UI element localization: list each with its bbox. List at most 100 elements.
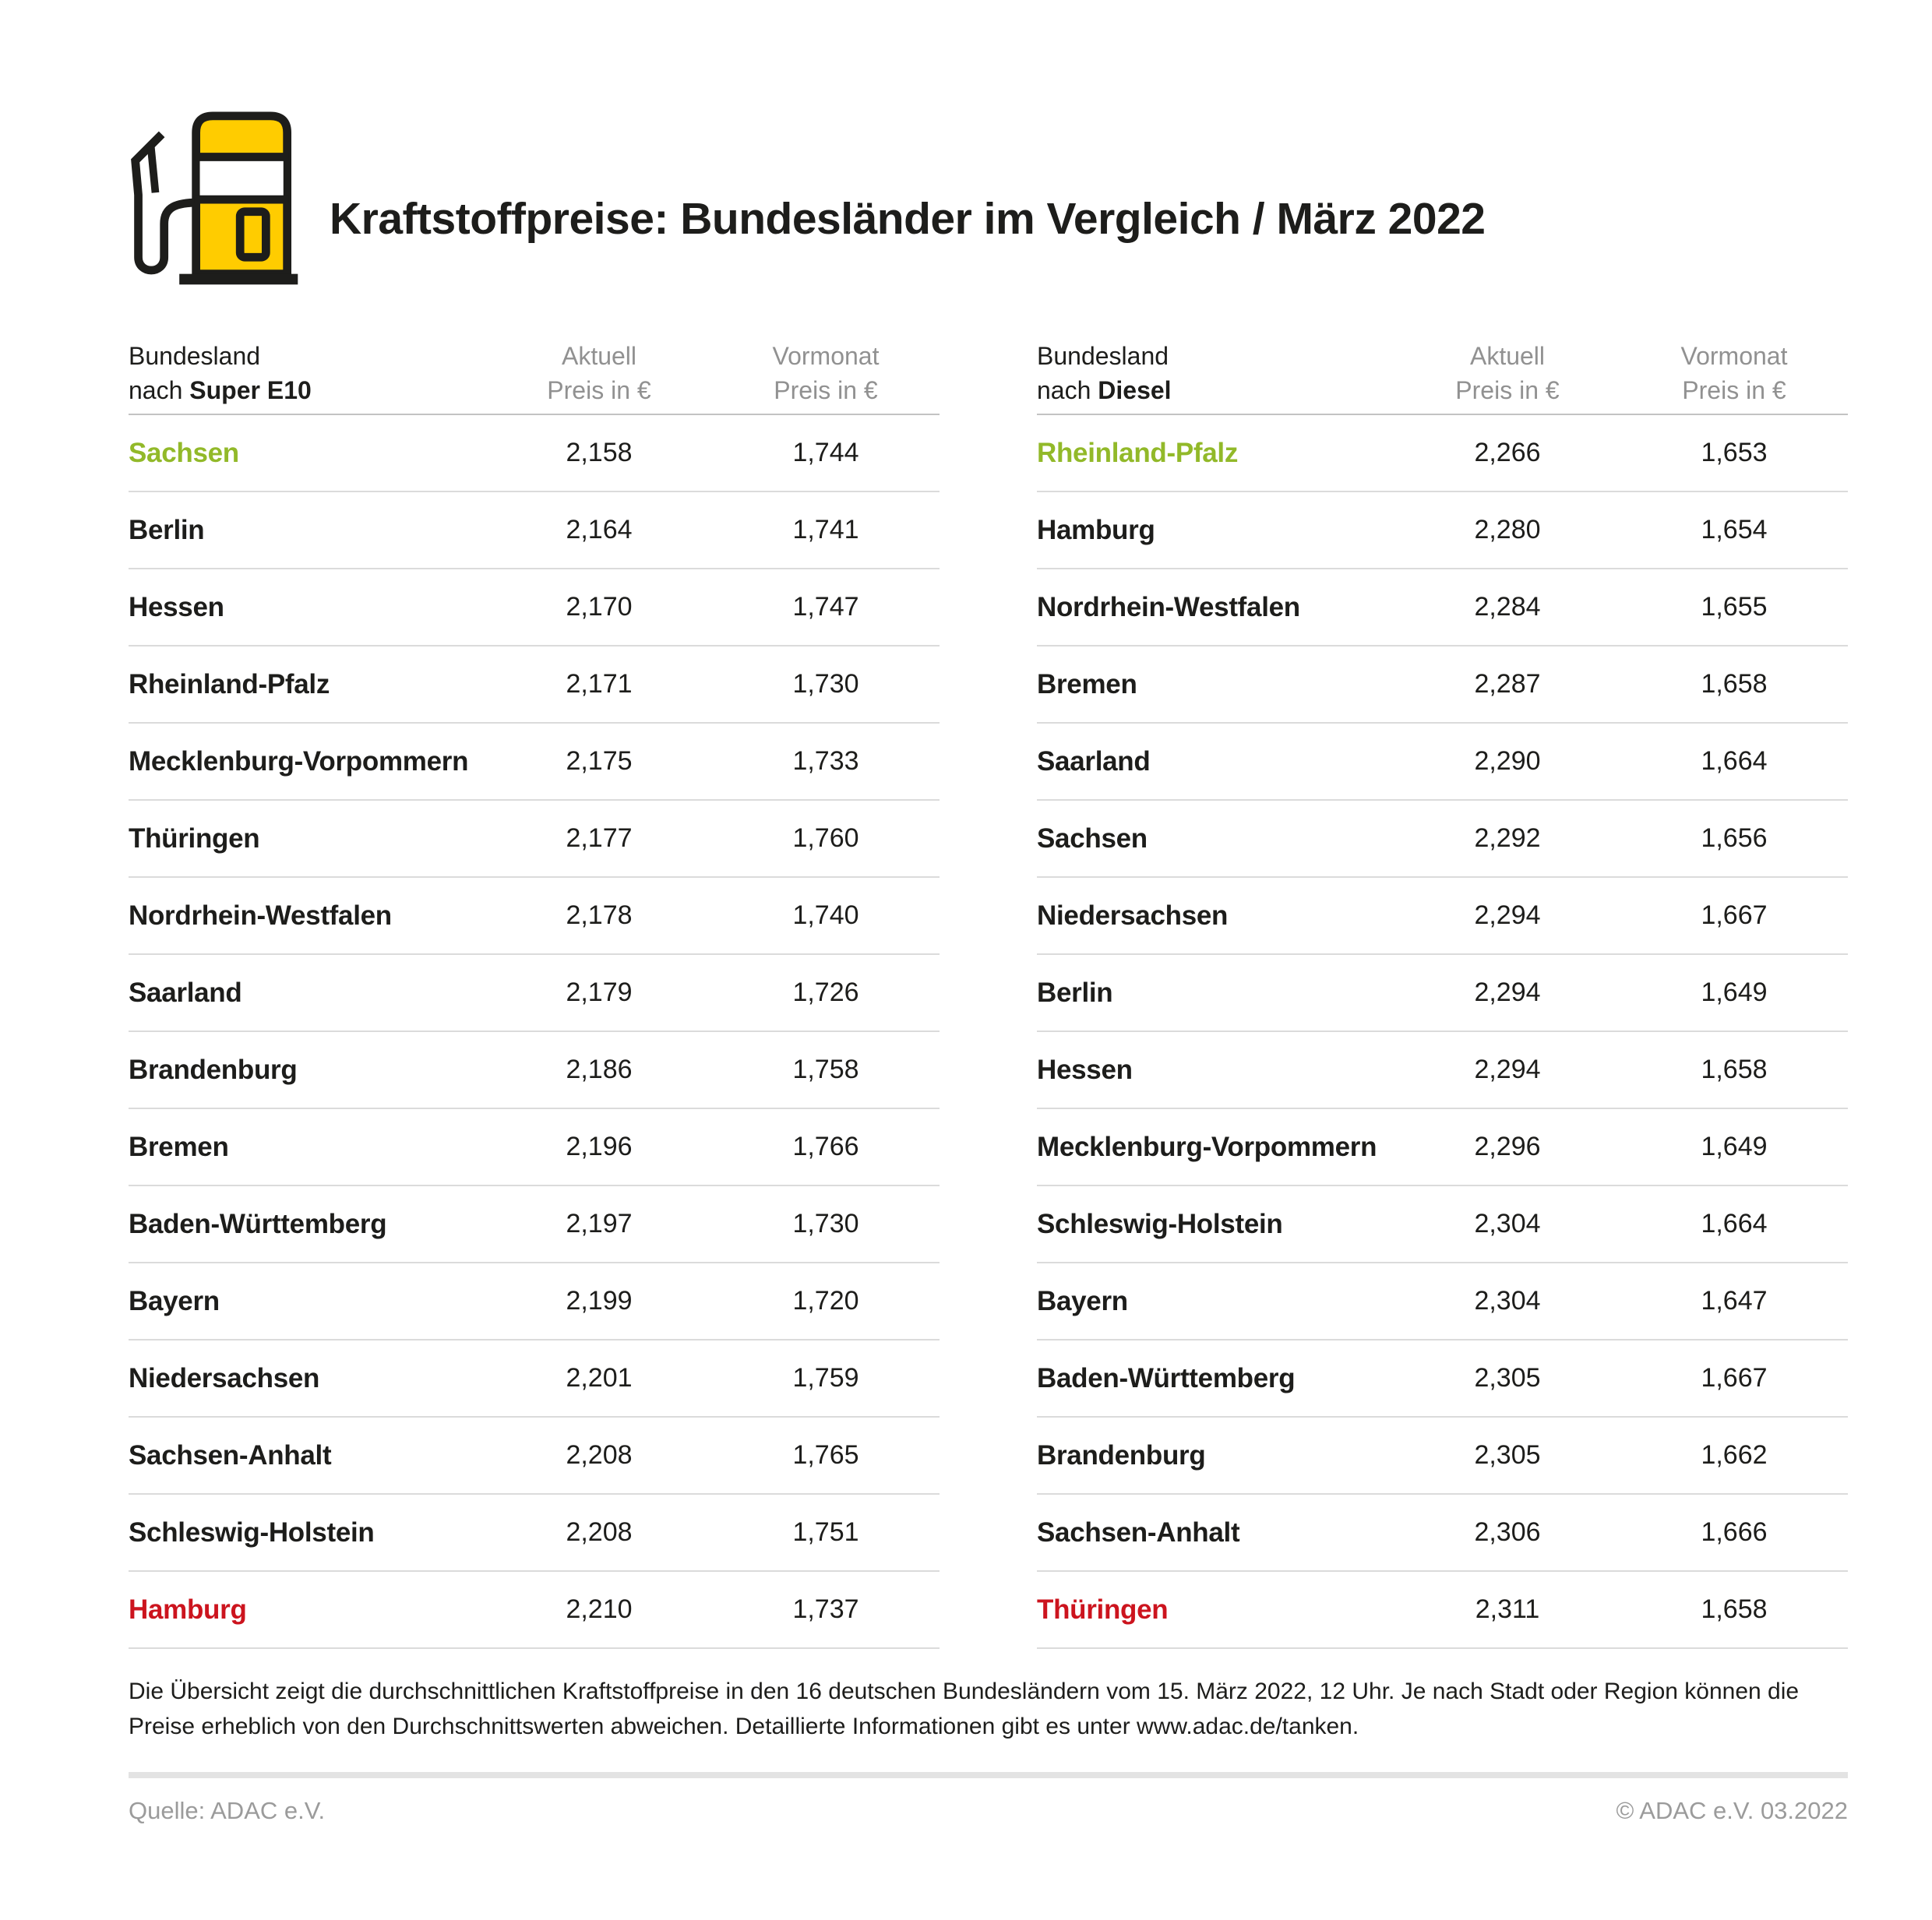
aktuell-value: 2,210 — [566, 1594, 633, 1624]
state-name: Schleswig-Holstein — [1037, 1208, 1283, 1239]
state-name: Niedersachsen — [129, 1362, 320, 1393]
vormonat-value: 1,730 — [792, 1209, 859, 1238]
table-row: Niedersachsen 2,201 1,759 — [129, 1340, 940, 1418]
aktuell-value: 2,294 — [1474, 900, 1541, 930]
vormonat-value: 1,726 — [792, 978, 859, 1007]
fuel-pump-icon — [131, 111, 298, 285]
table-row: Berlin 2,294 1,649 — [1037, 955, 1848, 1032]
state-name: Baden-Württemberg — [1037, 1362, 1296, 1393]
aktuell-value: 2,178 — [566, 900, 633, 930]
state-header-line1: Bundesland — [1037, 342, 1169, 370]
table-row: Hamburg 2,210 1,737 — [129, 1572, 940, 1649]
aktuell-value: 2,305 — [1474, 1363, 1541, 1393]
table-row: Baden-Württemberg 2,305 1,667 — [1037, 1340, 1848, 1418]
pump-window — [199, 157, 284, 200]
aktuell-value: 2,311 — [1475, 1594, 1540, 1624]
table-row: Schleswig-Holstein 2,304 1,664 — [1037, 1186, 1848, 1263]
vormonat-value: 1,733 — [792, 746, 859, 776]
state-name: Nordrhein-Westfalen — [129, 900, 392, 931]
aktuell-value: 2,294 — [1474, 978, 1541, 1007]
column-header-vormonat: Vormonat Preis in € — [1620, 339, 1848, 407]
state-name: Niedersachsen — [1037, 900, 1229, 931]
vormonat-value: 1,737 — [792, 1594, 859, 1624]
vormonat-value: 1,758 — [792, 1055, 859, 1084]
vormonat-value: 1,658 — [1701, 1055, 1768, 1084]
vormonat-value: 1,766 — [792, 1132, 859, 1161]
table-row: Saarland 2,179 1,726 — [129, 955, 940, 1032]
aktuell-value: 2,164 — [566, 515, 633, 544]
state-name: Berlin — [1037, 977, 1113, 1008]
vormonat-value: 1,664 — [1701, 746, 1768, 776]
column-header-vormonat: Vormonat Preis in € — [712, 339, 940, 407]
state-name: Hessen — [1037, 1054, 1133, 1085]
state-name: Bremen — [1037, 668, 1137, 699]
vormonat-value: 1,658 — [1701, 669, 1768, 699]
vormonat-value: 1,740 — [792, 900, 859, 930]
footnote: Die Übersicht zeigt die durchschnittlich… — [129, 1674, 1848, 1744]
state-name: Rheinland-Pfalz — [129, 668, 330, 699]
aktuell-value: 2,294 — [1474, 1055, 1541, 1084]
footer: Quelle: ADAC e.V. © ADAC e.V. 03.2022 — [129, 1797, 1848, 1825]
table-body: Rheinland-Pfalz 2,266 1,653 Hamburg 2,28… — [1037, 415, 1848, 1649]
aktuell-value: 2,201 — [566, 1363, 633, 1393]
table-row: Schleswig-Holstein 2,208 1,751 — [129, 1495, 940, 1572]
aktuell-value: 2,292 — [1474, 823, 1541, 853]
aktuell-value: 2,306 — [1474, 1517, 1541, 1547]
vormonat-value: 1,654 — [1701, 515, 1768, 544]
vormonat-value: 1,658 — [1701, 1594, 1768, 1624]
table-row: Rheinland-Pfalz 2,266 1,653 — [1037, 415, 1848, 492]
aktuell-value: 2,304 — [1474, 1286, 1541, 1316]
state-name: Saarland — [1037, 745, 1151, 777]
column-header-state: Bundesland nach Super E10 — [129, 339, 486, 407]
state-name: Sachsen-Anhalt — [1037, 1517, 1240, 1548]
aktuell-unit-label: Preis in € — [1455, 376, 1560, 404]
state-name: Berlin — [129, 514, 205, 545]
state-name: Brandenburg — [129, 1054, 298, 1085]
table-super-e10: Bundesland nach Super E10 Aktuell Preis … — [129, 339, 940, 1649]
aktuell-unit-label: Preis in € — [547, 376, 651, 404]
vormonat-value: 1,653 — [1701, 438, 1768, 467]
table-row: Baden-Württemberg 2,197 1,730 — [129, 1186, 940, 1263]
vormonat-label: Vormonat — [1680, 342, 1788, 370]
state-name: Hamburg — [1037, 514, 1155, 545]
aktuell-value: 2,304 — [1474, 1209, 1541, 1238]
table-row: Saarland 2,290 1,664 — [1037, 724, 1848, 801]
state-name: Sachsen — [129, 437, 239, 468]
aktuell-value: 2,296 — [1474, 1132, 1541, 1161]
table-row: Sachsen-Anhalt 2,306 1,666 — [1037, 1495, 1848, 1572]
footnote-line2: Preise erheblich von den Durchschnittswe… — [129, 1714, 1359, 1739]
table-row: Niedersachsen 2,294 1,667 — [1037, 878, 1848, 955]
vormonat-value: 1,744 — [792, 438, 859, 467]
aktuell-value: 2,208 — [566, 1517, 633, 1547]
vormonat-value: 1,667 — [1701, 900, 1768, 930]
state-name: Thüringen — [1037, 1594, 1169, 1625]
vormonat-value: 1,751 — [792, 1517, 859, 1547]
aktuell-value: 2,177 — [566, 823, 633, 853]
vormonat-value: 1,656 — [1701, 823, 1768, 853]
table-row: Nordrhein-Westfalen 2,284 1,655 — [1037, 569, 1848, 646]
aktuell-value: 2,199 — [566, 1286, 633, 1316]
table-row: Thüringen 2,177 1,760 — [129, 801, 940, 878]
vormonat-value: 1,667 — [1701, 1363, 1768, 1393]
state-name: Hamburg — [129, 1594, 247, 1625]
column-header-aktuell: Aktuell Preis in € — [486, 339, 712, 407]
aktuell-value: 2,208 — [566, 1440, 633, 1470]
pump-display — [240, 211, 266, 258]
table-row: Nordrhein-Westfalen 2,178 1,740 — [129, 878, 940, 955]
vormonat-value: 1,741 — [792, 515, 859, 544]
aktuell-value: 2,305 — [1474, 1440, 1541, 1470]
fuel-type-label: Super E10 — [189, 376, 312, 404]
table-header: Bundesland nach Super E10 Aktuell Preis … — [129, 339, 940, 415]
aktuell-label: Aktuell — [1469, 342, 1546, 370]
table-row: Hessen 2,294 1,658 — [1037, 1032, 1848, 1109]
aktuell-value: 2,266 — [1474, 438, 1541, 467]
table-row: Sachsen 2,292 1,656 — [1037, 801, 1848, 878]
table-body: Sachsen 2,158 1,744 Berlin 2,164 1,741 H… — [129, 415, 940, 1649]
vormonat-unit-label: Preis in € — [774, 376, 878, 404]
pump-nozzle-trigger — [146, 146, 160, 193]
state-name: Rheinland-Pfalz — [1037, 437, 1239, 468]
vormonat-value: 1,664 — [1701, 1209, 1768, 1238]
aktuell-value: 2,186 — [566, 1055, 633, 1084]
pump-base — [179, 273, 298, 285]
